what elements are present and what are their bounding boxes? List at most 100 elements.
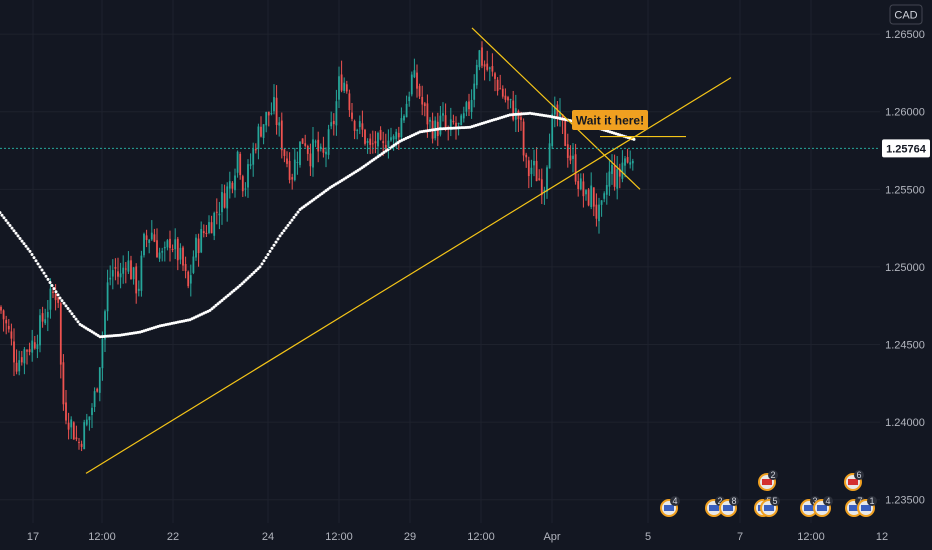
candle-up xyxy=(83,422,86,450)
price-axis[interactable] xyxy=(880,0,932,550)
candle-down xyxy=(62,362,65,405)
x-tick-label: 12:00 xyxy=(88,531,116,543)
candle-up xyxy=(330,122,333,127)
candle-down xyxy=(522,121,525,156)
time-axis[interactable] xyxy=(0,523,880,550)
candle-down xyxy=(496,79,499,91)
candle-down xyxy=(483,64,486,67)
candle-up xyxy=(400,118,403,138)
candle-down xyxy=(231,182,234,189)
event-marker[interactable]: 4 xyxy=(660,496,680,517)
candle-up xyxy=(39,315,41,346)
ma-point xyxy=(52,287,56,291)
trendline[interactable] xyxy=(471,27,641,190)
candle-down xyxy=(371,143,374,145)
candle-up xyxy=(403,115,405,121)
ma-point xyxy=(288,221,292,225)
candle-down xyxy=(145,235,148,240)
candle-down xyxy=(223,193,226,208)
candle-down xyxy=(556,104,559,119)
ma-point xyxy=(254,269,258,273)
ma-point xyxy=(222,297,226,301)
candle-up xyxy=(119,273,122,278)
candle-up xyxy=(163,246,166,249)
economic-events[interactable]: 42855234716 xyxy=(660,470,877,517)
candle-up xyxy=(413,70,416,78)
x-tick-label: Apr xyxy=(543,531,560,543)
candle-down xyxy=(317,139,320,152)
annotation-note[interactable]: Wait it here! xyxy=(572,110,648,130)
ma-point xyxy=(218,300,222,304)
candle-down xyxy=(130,260,132,280)
candle-down xyxy=(41,313,44,322)
candle-up xyxy=(189,275,192,284)
ma-point xyxy=(294,213,298,217)
ma-point xyxy=(284,226,288,230)
candle-up xyxy=(278,122,281,126)
event-marker[interactable]: 8 xyxy=(719,496,739,517)
event-count-badge xyxy=(729,496,739,506)
y-tick-label: 1.24500 xyxy=(885,340,925,352)
flag-stripe xyxy=(762,479,772,485)
candle-down xyxy=(2,310,5,320)
ma-point xyxy=(56,293,60,297)
event-marker[interactable]: 6 xyxy=(844,470,864,491)
candle-up xyxy=(299,141,301,166)
currency-label[interactable]: CAD xyxy=(889,4,923,25)
candle-up xyxy=(192,256,195,273)
candle-up xyxy=(551,113,554,147)
y-tick-label: 1.25000 xyxy=(885,262,925,274)
candle-down xyxy=(309,153,312,167)
ma-point xyxy=(16,234,20,238)
candle-up xyxy=(488,67,491,69)
candle-up xyxy=(377,132,379,147)
ma-point xyxy=(66,307,70,311)
candle-down xyxy=(520,117,522,120)
ma-point xyxy=(236,285,240,289)
candle-down xyxy=(345,84,348,92)
candle-down xyxy=(322,147,325,153)
ma-point xyxy=(40,268,44,272)
ma-point xyxy=(6,221,10,225)
candle-up xyxy=(293,159,296,181)
ma-point xyxy=(74,317,78,321)
candle-down xyxy=(592,187,595,207)
candle-up xyxy=(312,139,314,168)
ma-point xyxy=(280,231,284,235)
candle-down xyxy=(239,153,242,176)
candle-up xyxy=(579,178,582,190)
candle-down xyxy=(135,266,138,294)
candle-down xyxy=(582,181,585,197)
ma-point xyxy=(240,282,244,286)
candle-down xyxy=(353,120,356,131)
event-marker[interactable]: 1 xyxy=(857,496,877,517)
candle-up xyxy=(465,102,468,112)
candle-down xyxy=(33,342,36,349)
ma-point xyxy=(216,302,220,306)
candle-down xyxy=(379,129,382,140)
ma-point xyxy=(0,211,2,215)
ma-point xyxy=(242,280,246,284)
candle-down xyxy=(361,123,364,130)
ma-point xyxy=(286,223,290,227)
event-marker[interactable]: 4 xyxy=(813,496,833,517)
ma-point xyxy=(68,309,72,313)
ma-point xyxy=(282,229,286,233)
ma-point xyxy=(258,265,262,269)
trendline[interactable] xyxy=(85,77,732,474)
candle-up xyxy=(356,129,359,131)
candle-up xyxy=(70,419,73,428)
event-marker[interactable]: 2 xyxy=(758,470,778,491)
candle-down xyxy=(455,122,457,127)
candle-down xyxy=(486,63,489,70)
candle-up xyxy=(335,101,338,126)
event-count-badge xyxy=(770,496,780,506)
candle-down xyxy=(364,129,366,144)
candle-down xyxy=(197,238,200,254)
candle-up xyxy=(140,255,143,291)
candle-down xyxy=(156,240,158,258)
ma-point xyxy=(274,240,278,244)
event-marker[interactable]: 5 xyxy=(760,496,780,517)
x-tick-label: 29 xyxy=(404,531,416,543)
